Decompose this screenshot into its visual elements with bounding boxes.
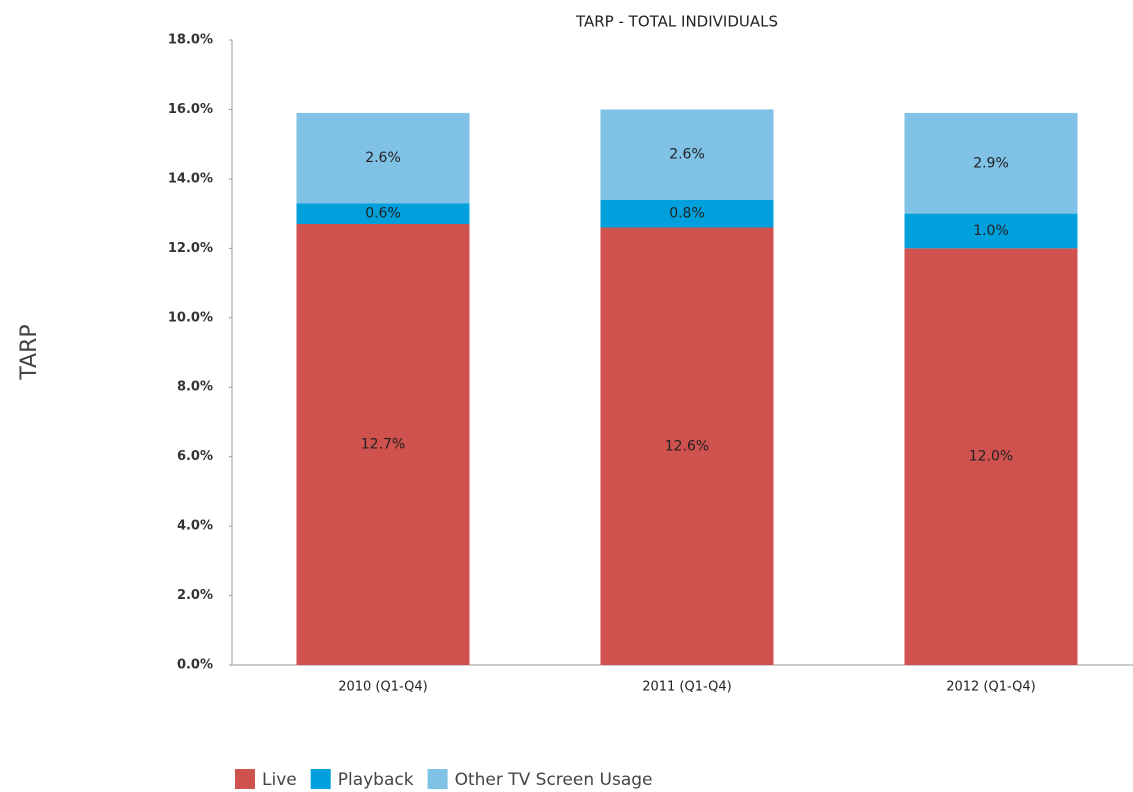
- chart-title: TARP - TOTAL INDIVIDUALS: [575, 13, 778, 31]
- bar-segment: [904, 213, 1078, 249]
- y-tick-label: 14.0%: [168, 171, 213, 186]
- legend-swatch: [427, 769, 448, 789]
- data-label: 0.8%: [669, 206, 705, 222]
- bar-segment: [904, 248, 1078, 666]
- y-tick-label: 18.0%: [168, 33, 213, 48]
- bar-segment: [296, 224, 470, 665]
- data-label: 12.7%: [361, 437, 405, 453]
- bar-segment: [296, 112, 470, 204]
- data-label: 0.6%: [365, 206, 401, 222]
- y-tick-label: 2.0%: [177, 588, 213, 603]
- bar-segment: [600, 227, 774, 665]
- y-tick-label: 8.0%: [177, 380, 213, 395]
- data-label: 2.6%: [365, 150, 401, 166]
- legend-label: Other TV Screen Usage: [455, 770, 653, 790]
- y-axis-label: TARP: [17, 324, 42, 380]
- x-tick-label: 2010 (Q1-Q4): [338, 680, 428, 695]
- x-tick-label: 2012 (Q1-Q4): [946, 680, 1036, 695]
- legend-swatch: [310, 769, 331, 789]
- y-tick-label: 16.0%: [168, 102, 213, 117]
- y-tick-label: 12.0%: [168, 241, 213, 256]
- legend-label: Playback: [338, 770, 414, 790]
- data-label: 1.0%: [973, 223, 1009, 239]
- data-label: 12.6%: [665, 438, 709, 454]
- legend-label: Live: [262, 770, 297, 790]
- y-tick-label: 6.0%: [177, 449, 213, 464]
- bar-segment: [296, 203, 470, 225]
- data-label: 12.0%: [969, 449, 1013, 465]
- y-tick-label: 10.0%: [168, 310, 213, 325]
- data-label: 2.9%: [973, 155, 1009, 171]
- data-label: 2.6%: [669, 147, 705, 163]
- y-tick-label: 0.0%: [177, 658, 213, 673]
- legend-swatch: [235, 769, 255, 789]
- bar-segment: [904, 112, 1078, 214]
- bar-segment: [600, 109, 774, 200]
- x-tick-label: 2011 (Q1-Q4): [642, 680, 732, 695]
- bar-segment: [600, 199, 774, 228]
- y-tick-label: 4.0%: [177, 519, 213, 534]
